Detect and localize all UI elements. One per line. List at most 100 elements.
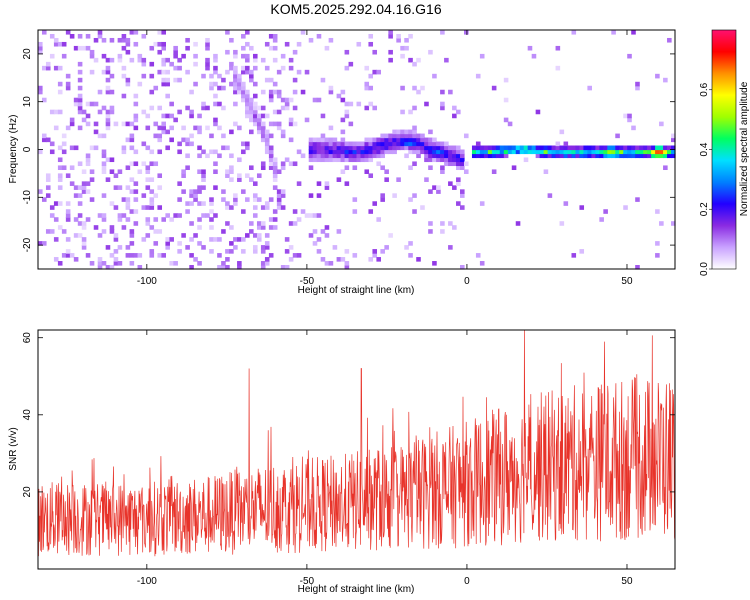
heatmap-cell [292, 77, 298, 83]
heatmap-cell [237, 89, 242, 95]
heatmap-cell [456, 177, 461, 182]
heatmap-cell [627, 53, 632, 59]
heatmap-cell [65, 201, 71, 206]
heatmap-cell [105, 121, 111, 127]
heatmap-cell [241, 141, 246, 147]
heatmap-cell [324, 157, 330, 163]
heatmap-cell [364, 141, 370, 147]
heatmap-cell [340, 117, 346, 123]
heatmap-cell [65, 237, 71, 242]
heatmap-cell [320, 257, 326, 262]
heatmap-cell [133, 189, 139, 194]
heatmap-cell [276, 169, 282, 174]
heatmap-cell [280, 65, 286, 71]
heatmap-cell [655, 209, 660, 214]
heatmap-cell [444, 161, 449, 167]
heatmap-cell [316, 97, 322, 103]
heatmap-cell [77, 161, 83, 167]
heatmap-cell [117, 217, 123, 222]
heatmap-cell [575, 153, 581, 159]
heatmap-cell [280, 161, 286, 167]
heatmap-cell [197, 145, 202, 151]
heatmap-cell [627, 117, 632, 123]
heatmap-cell [368, 173, 374, 178]
heatmap-cell [73, 101, 79, 107]
heatmap-cell [260, 57, 266, 63]
heatmap-cell [388, 133, 393, 139]
heatmap-cell [137, 81, 143, 87]
heatmap-cell [221, 189, 226, 194]
heatmap-cell [276, 93, 282, 99]
heatmap-cell [316, 145, 322, 151]
heatmap-cell [460, 205, 465, 210]
heatmap-cell [475, 153, 481, 159]
y-tick-label: 10 [22, 96, 33, 108]
heatmap-cell [268, 149, 274, 155]
heatmap-cell [292, 89, 298, 95]
x-tick-label: 0 [464, 576, 470, 587]
heatmap-cell [81, 181, 87, 186]
heatmap-cell [133, 221, 139, 226]
heatmap-cell [408, 145, 413, 151]
y-tick-label: 0 [22, 146, 33, 152]
heatmap-cell [356, 41, 362, 47]
heatmap-cell [292, 105, 298, 111]
heatmap-cell [428, 145, 433, 151]
heatmap-cell [559, 149, 565, 155]
heatmap-cell [97, 261, 103, 266]
heatmap-cell [364, 137, 370, 143]
heatmap-cell [73, 185, 79, 190]
heatmap-cell [145, 169, 151, 174]
heatmap-cell [260, 225, 266, 230]
heatmap-cell [229, 169, 234, 174]
heatmap-cell [659, 221, 664, 226]
heatmap-cell [268, 253, 274, 258]
heatmap-cell [268, 161, 274, 167]
heatmap-cell [229, 129, 234, 135]
heatmap-cell [129, 209, 135, 214]
heatmap-cell [491, 149, 497, 155]
heatmap-cell [125, 121, 131, 127]
heatmap-cell [197, 225, 202, 230]
heatmap-cell [85, 45, 91, 51]
heatmap-cell [65, 217, 71, 222]
heatmap-cell [543, 169, 549, 174]
heatmap-cell [252, 101, 258, 107]
heatmap-cell [165, 69, 170, 75]
heatmap-cell [121, 45, 127, 51]
heatmap-cell [571, 30, 577, 35]
heatmap-cell [619, 145, 624, 151]
heatmap-cell [141, 61, 147, 67]
heatmap-cell [663, 153, 668, 159]
heatmap-cell [217, 153, 222, 159]
heatmap-cell [276, 109, 282, 115]
heatmap-cell [635, 85, 640, 91]
spectrogram-y-label: Frequency (Hz) [8, 115, 19, 184]
heatmap-cell [57, 109, 63, 115]
heatmap-cell [185, 69, 190, 75]
heatmap-cell [245, 197, 250, 202]
heatmap-cell [324, 225, 330, 230]
heatmap-cell [109, 89, 115, 95]
heatmap-cell [181, 53, 186, 59]
heatmap-cell [348, 61, 354, 67]
heatmap-cell [448, 157, 453, 163]
heatmap-cell [157, 185, 163, 190]
heatmap-cell [233, 53, 238, 59]
heatmap-cell [121, 149, 127, 155]
heatmap-cell [264, 41, 270, 47]
heatmap-cell [432, 141, 437, 147]
heatmap-cell [97, 30, 103, 35]
heatmap-cell [288, 57, 294, 63]
heatmap-cell [400, 109, 405, 115]
heatmap-cell [121, 225, 127, 230]
heatmap-cell [161, 45, 166, 51]
heatmap-cell [507, 145, 513, 151]
heatmap-cell [45, 193, 51, 198]
heatmap-cell [611, 30, 616, 35]
heatmap-cell [213, 101, 218, 107]
heatmap-cell [460, 149, 465, 155]
heatmap-cell [153, 161, 159, 167]
heatmap-cell [587, 85, 592, 91]
heatmap-cell [651, 149, 656, 155]
